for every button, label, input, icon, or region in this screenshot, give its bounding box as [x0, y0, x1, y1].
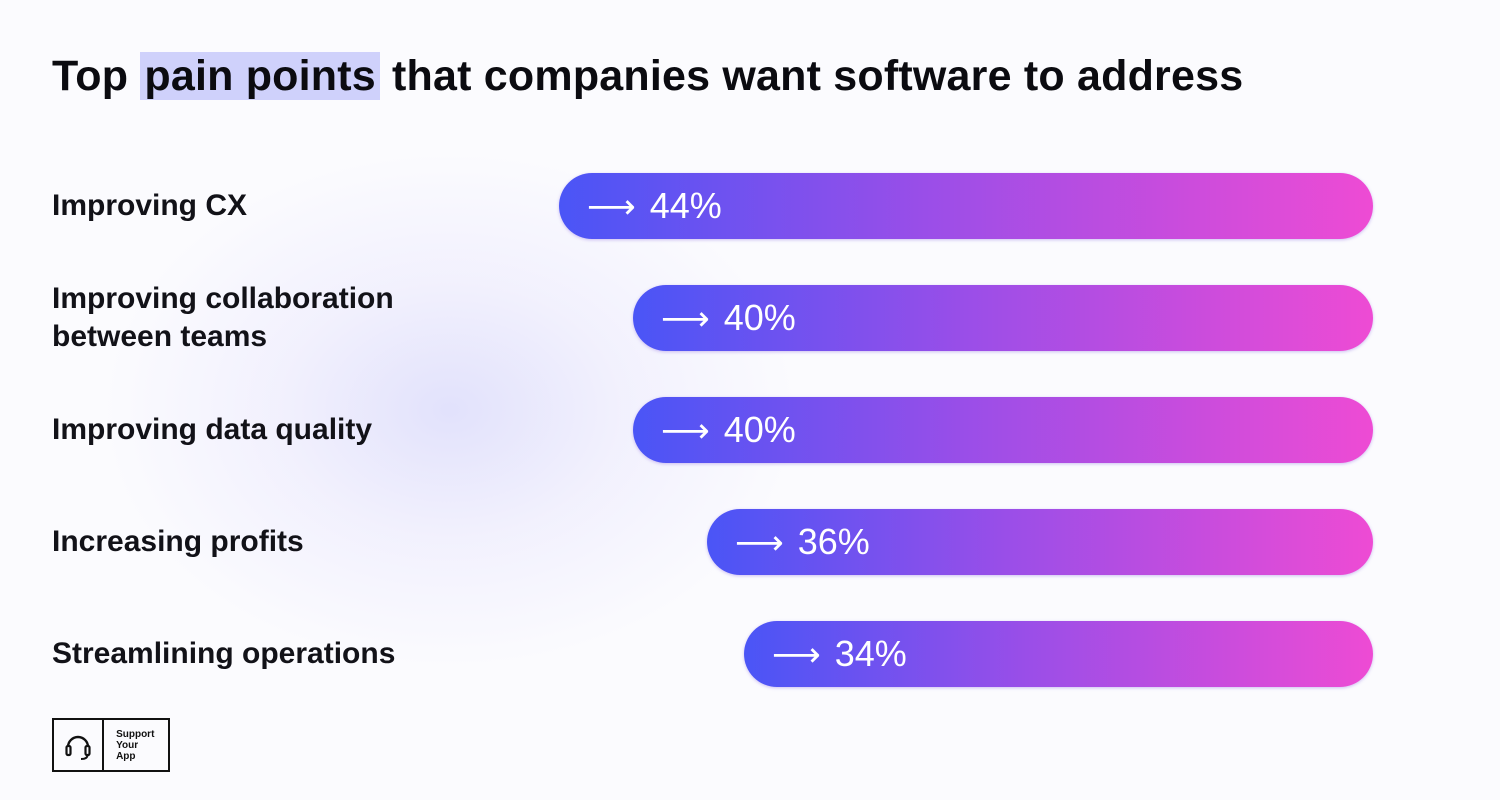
bar: ⟶ 34% — [744, 621, 1373, 687]
category-label: Improving collaboration between teams — [52, 282, 394, 353]
arrow-right-icon: ⟶ — [661, 412, 710, 450]
chart-title: Top pain points that companies want soft… — [52, 52, 1243, 101]
title-prefix: Top — [52, 52, 141, 100]
data-label: ⟶ 34% — [772, 621, 907, 687]
data-label: ⟶ 44% — [587, 173, 722, 239]
data-label: ⟶ 36% — [735, 509, 870, 575]
arrow-right-icon: ⟶ — [735, 524, 784, 562]
value-text: 40% — [723, 409, 796, 450]
bar: ⟶ 44% — [559, 173, 1373, 239]
category-label: Increasing profits — [52, 525, 304, 558]
title-suffix: that companies want software to address — [379, 52, 1244, 100]
brand-line-2: Your — [116, 740, 139, 751]
brand-logo: Support Your App — [52, 718, 170, 772]
category-label: Improving data quality — [52, 413, 373, 446]
value-text: 34% — [834, 633, 907, 674]
brand-line-1: Support — [116, 729, 155, 740]
category-label: Improving CX — [52, 189, 248, 222]
value-text: 44% — [649, 185, 722, 226]
data-label: ⟶ 40% — [661, 285, 796, 351]
bar: ⟶ 40% — [633, 285, 1373, 351]
bar: ⟶ 40% — [633, 397, 1373, 463]
category-label: Streamlining operations — [52, 637, 396, 670]
arrow-right-icon: ⟶ — [772, 636, 821, 674]
brand-line-3: App — [116, 751, 136, 762]
value-text: 36% — [797, 521, 870, 562]
data-label: ⟶ 40% — [661, 397, 796, 463]
value-text: 40% — [723, 297, 796, 338]
bar: ⟶ 36% — [707, 509, 1373, 575]
headset-icon — [54, 720, 105, 770]
arrow-right-icon: ⟶ — [587, 188, 636, 226]
brand-name: Support Your App — [104, 720, 168, 770]
title-highlight: pain points — [140, 52, 380, 100]
arrow-right-icon: ⟶ — [661, 300, 710, 338]
